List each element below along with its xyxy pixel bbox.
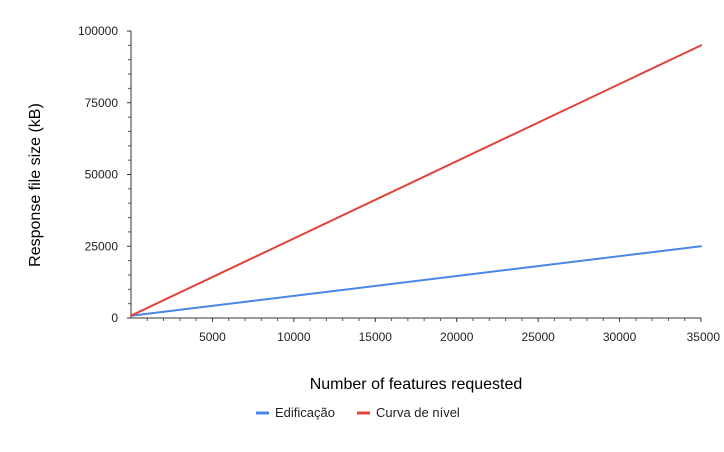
y-tick-label: 0 <box>111 311 118 325</box>
legend: Edificação Curva de nível <box>256 405 460 420</box>
x-tick-label: 20000 <box>440 330 474 344</box>
x-tick-label: 30000 <box>603 330 637 344</box>
x-ticks: 5000 10000 15000 20000 25000 30000 35000 <box>146 318 721 344</box>
legend-label-1: Curva de nível <box>376 405 460 420</box>
y-tick-label: 100000 <box>78 24 118 38</box>
series <box>130 44 702 317</box>
x-tick-label: 15000 <box>359 330 393 344</box>
x-axis-title: Number of features requested <box>310 376 523 393</box>
y-tick-label: 25000 <box>85 239 119 253</box>
x-tick-label: 10000 <box>277 330 311 344</box>
x-tick-label: 5000 <box>199 330 226 344</box>
x-tick-label: 25000 <box>521 330 555 344</box>
y-tick-label: 75000 <box>85 96 119 110</box>
y-axis-title: Response file size (kB) <box>27 103 44 267</box>
x-tick-label: 35000 <box>687 330 721 344</box>
series-line-0 <box>130 245 702 317</box>
y-ticks: 0 25000 50000 75000 100000 <box>78 24 131 325</box>
series-line-1 <box>130 44 702 317</box>
legend-label-0: Edificação <box>275 405 335 420</box>
y-tick-label: 50000 <box>85 168 119 182</box>
